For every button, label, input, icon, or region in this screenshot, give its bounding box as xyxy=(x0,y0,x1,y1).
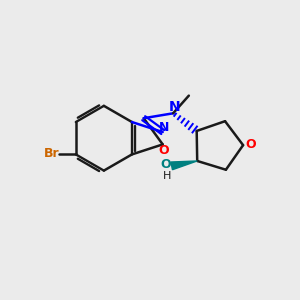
Text: N: N xyxy=(158,121,169,134)
Text: O: O xyxy=(160,158,171,171)
Text: H: H xyxy=(163,171,171,181)
Text: Br: Br xyxy=(44,147,59,160)
Text: O: O xyxy=(246,138,256,151)
Text: O: O xyxy=(158,144,169,157)
Text: N: N xyxy=(168,100,180,114)
Polygon shape xyxy=(171,161,197,170)
